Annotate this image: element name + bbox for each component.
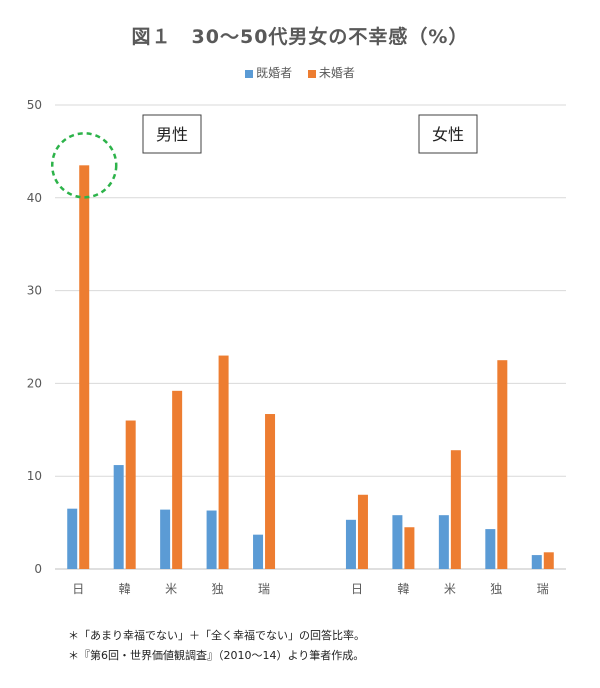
bar-unmarried-2 [172,390,183,569]
y-tick-label: 50 [27,98,42,112]
legend-swatch-unmarried [307,69,316,78]
x-tick-label: 韓 [397,582,409,596]
y-tick-label: 10 [27,469,42,483]
bar-married-5 [345,519,356,569]
bar-unmarried-5 [357,494,368,569]
bar-unmarried-0 [79,165,90,569]
bar-married-2 [160,509,171,569]
legend-item-married: 既婚者 [245,64,292,81]
y-tick-label: 0 [34,562,42,576]
group-label-box [142,114,202,154]
x-tick-label: 日 [72,582,84,596]
x-tick-label: 瑞 [258,582,270,596]
x-tick-label: 米 [444,582,456,596]
legend-item-unmarried: 未婚者 [307,64,355,81]
legend: 既婚者 未婚者 [0,64,600,81]
bar-married-6 [392,515,403,569]
bar-unmarried-6 [404,527,415,569]
group-label-box [418,114,478,154]
bar-unmarried-4 [265,414,276,569]
bar-married-9 [531,555,542,569]
bar-married-3 [206,510,217,569]
x-tick-label: 瑞 [537,582,549,596]
x-tick-label: 米 [165,582,177,596]
footnote-2: ＊『第6回・世界価値観調査』（2010～14）より筆者作成。 [68,649,365,662]
x-tick-label: 独 [212,582,224,596]
group-label: 男性 [156,125,188,144]
bar-married-0 [67,508,78,569]
y-tick-label: 30 [27,284,42,298]
x-tick-label: 独 [490,582,502,596]
bar-unmarried-7 [450,450,461,569]
bar-married-7 [438,515,449,569]
bar-married-4 [253,534,264,569]
x-tick-label: 韓 [119,582,131,596]
y-tick-label: 20 [27,376,42,390]
bar-married-1 [113,465,124,569]
bar-unmarried-8 [497,360,508,569]
group-label: 女性 [432,125,464,144]
bar-unmarried-9 [543,552,554,569]
highlight-circle [50,132,118,199]
chart-title: 図１ 30～50代男女の不幸感（%） [131,26,469,48]
footnote-1: ＊「あまり幸福でない」＋「全く幸福でない」の回答比率。 [68,629,365,642]
bar-married-8 [485,529,496,569]
y-tick-label: 40 [27,191,42,205]
legend-swatch-married [245,69,254,78]
bar-unmarried-1 [125,420,136,569]
legend-label-married: 既婚者 [256,66,293,80]
bar-unmarried-3 [218,355,229,569]
legend-label-unmarried: 未婚者 [318,66,355,80]
x-tick-label: 日 [351,582,363,596]
